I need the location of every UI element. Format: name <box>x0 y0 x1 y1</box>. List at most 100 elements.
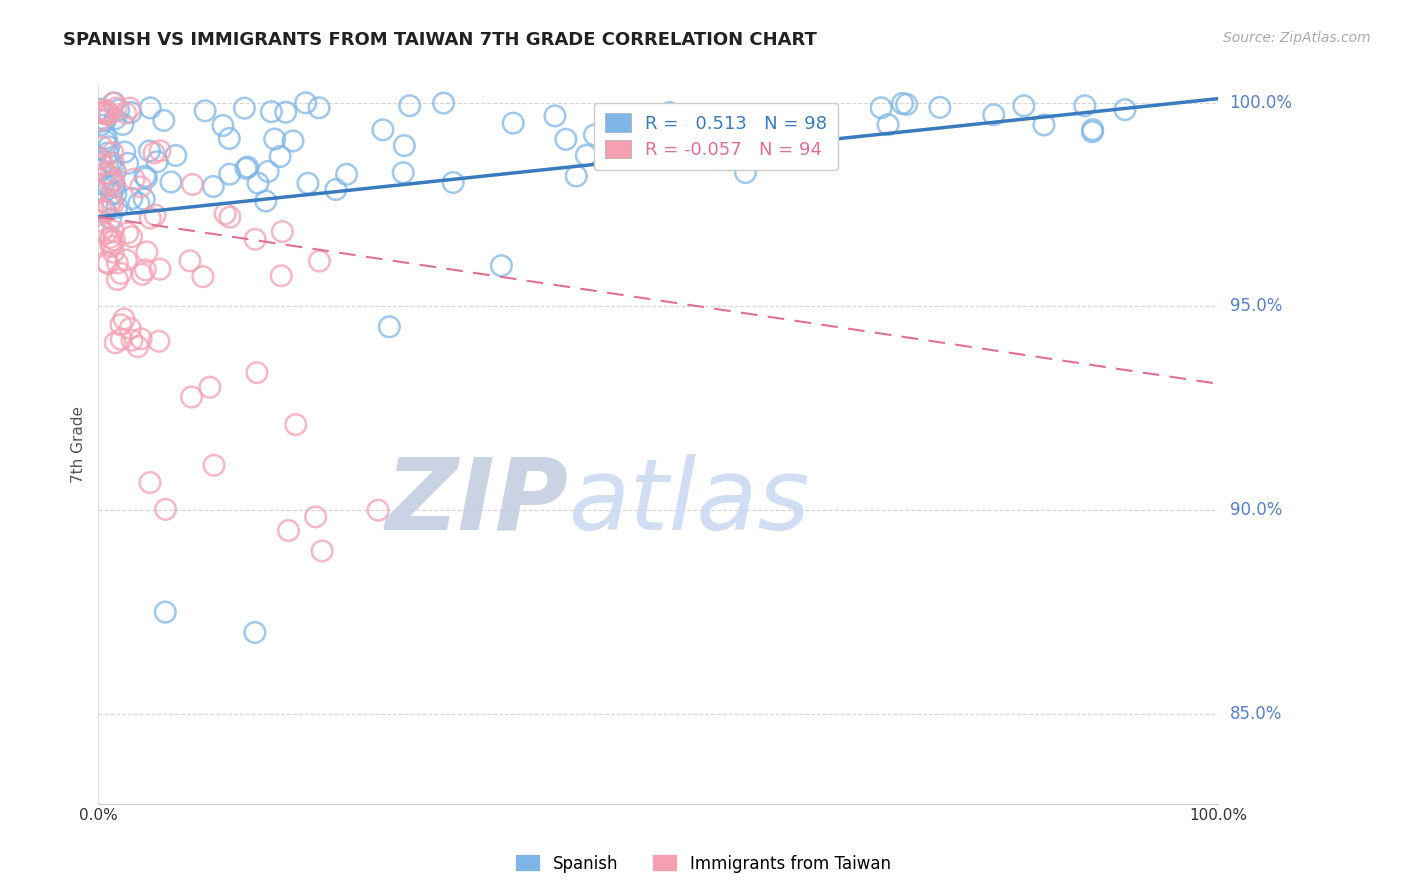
Point <box>100 156 122 170</box>
Point <box>394 138 416 153</box>
Point <box>983 108 1005 122</box>
Point <box>97 178 120 193</box>
Point <box>121 229 143 244</box>
Point <box>89 152 111 166</box>
Point <box>100 239 122 253</box>
Point <box>1033 118 1056 132</box>
Point <box>97 145 120 160</box>
Point <box>928 100 950 114</box>
Point <box>733 129 755 144</box>
Point <box>111 117 134 131</box>
Point <box>179 253 201 268</box>
Point <box>870 101 893 115</box>
Point <box>96 107 118 121</box>
Point <box>202 179 225 194</box>
Point <box>336 167 359 181</box>
Point <box>129 332 152 346</box>
Point <box>198 380 221 394</box>
Point <box>734 165 756 179</box>
Point <box>101 145 124 160</box>
Point <box>180 390 202 404</box>
Point <box>294 95 316 110</box>
Point <box>104 165 127 179</box>
Point <box>270 268 292 283</box>
Point <box>554 132 576 146</box>
Point <box>110 267 132 281</box>
Point <box>398 98 420 112</box>
Point <box>139 211 162 225</box>
Legend: R =   0.513   N = 98, R = -0.057   N = 94: R = 0.513 N = 98, R = -0.057 N = 94 <box>595 103 838 170</box>
Point <box>94 204 117 219</box>
Point <box>269 149 291 163</box>
Legend: Spanish, Immigrants from Taiwan: Spanish, Immigrants from Taiwan <box>508 847 898 880</box>
Point <box>149 144 172 158</box>
Point <box>143 145 166 160</box>
Point <box>90 106 112 120</box>
Point <box>441 176 464 190</box>
Point <box>575 148 598 162</box>
Point <box>103 156 125 170</box>
Point <box>94 226 117 240</box>
Point <box>770 112 793 127</box>
Point <box>181 178 204 192</box>
Point <box>105 200 128 214</box>
Point <box>129 179 152 194</box>
Point <box>134 169 156 184</box>
Point <box>131 268 153 282</box>
Point <box>104 335 127 350</box>
Point <box>98 107 121 121</box>
Point <box>1081 125 1104 139</box>
Point <box>143 208 166 222</box>
Point <box>392 166 415 180</box>
Point <box>120 105 142 120</box>
Point <box>94 166 117 180</box>
Point <box>110 318 132 332</box>
Point <box>284 417 307 432</box>
Point <box>1012 99 1035 113</box>
Point <box>152 113 174 128</box>
Point <box>891 96 914 111</box>
Point <box>281 134 304 148</box>
Point <box>134 192 156 206</box>
Point <box>91 178 114 192</box>
Point <box>260 104 283 119</box>
Point <box>236 160 259 174</box>
Point <box>794 135 817 149</box>
Point <box>98 177 121 191</box>
Point <box>787 127 810 141</box>
Point <box>896 97 918 112</box>
Point <box>233 101 256 115</box>
Text: ZIP: ZIP <box>385 454 568 551</box>
Point <box>104 101 127 115</box>
Point <box>308 254 330 268</box>
Point <box>94 113 117 128</box>
Point <box>127 340 149 354</box>
Point <box>110 332 132 346</box>
Point <box>191 269 214 284</box>
Point <box>115 252 138 267</box>
Point <box>160 175 183 189</box>
Text: atlas: atlas <box>568 454 810 551</box>
Point <box>90 113 112 128</box>
Point <box>254 194 277 208</box>
Point <box>432 96 454 111</box>
Point <box>100 211 122 226</box>
Point <box>803 110 825 124</box>
Point <box>243 625 266 640</box>
Point <box>104 186 127 201</box>
Point <box>271 225 294 239</box>
Point <box>877 118 900 132</box>
Point <box>218 167 240 181</box>
Point <box>103 96 125 111</box>
Point <box>91 140 114 154</box>
Point <box>544 109 567 123</box>
Point <box>308 101 330 115</box>
Point <box>96 255 118 269</box>
Point <box>100 235 122 249</box>
Point <box>502 116 524 130</box>
Point <box>96 167 118 181</box>
Point <box>89 214 111 228</box>
Text: 90.0%: 90.0% <box>1230 501 1282 519</box>
Point <box>274 105 297 120</box>
Point <box>98 230 121 244</box>
